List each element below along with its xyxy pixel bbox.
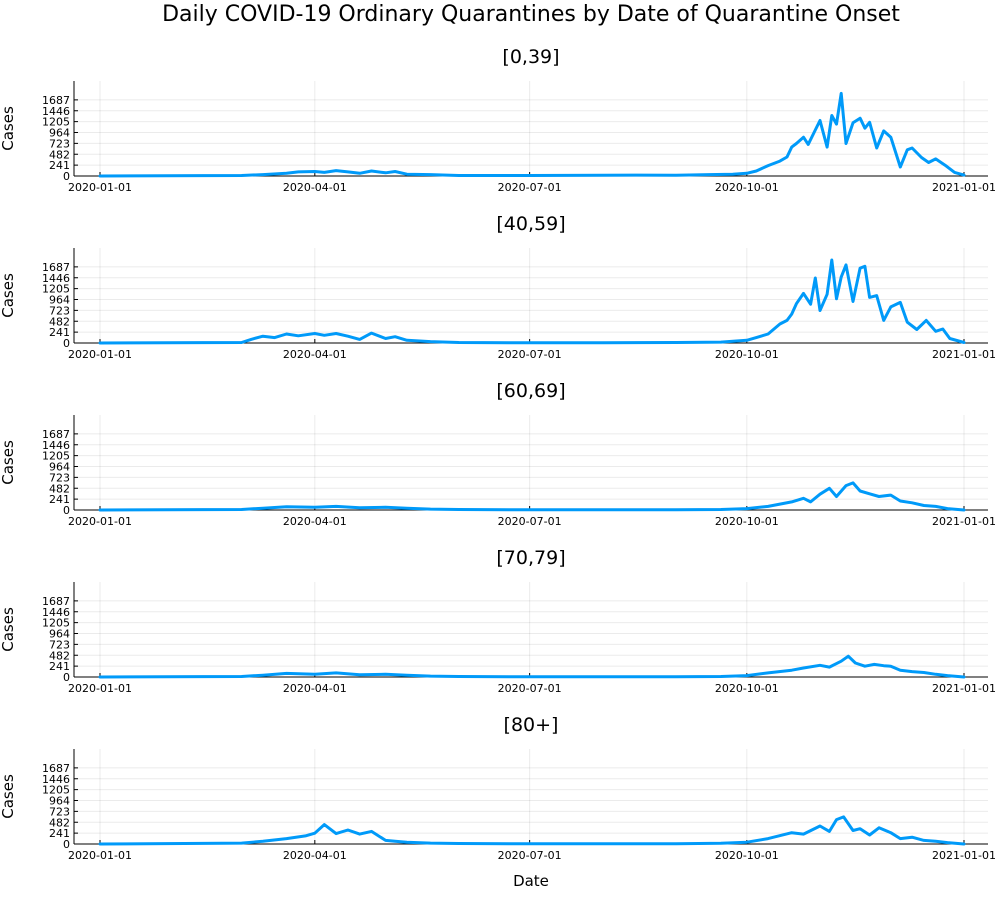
x-tick-label: 2021-01-01 (932, 682, 996, 695)
x-tick-label: 2021-01-01 (932, 515, 996, 528)
y-axis-label: Cases (0, 774, 17, 819)
x-tick-label: 2020-10-01 (715, 849, 779, 862)
x-tick-label: 2020-07-01 (498, 181, 562, 194)
panels-container: [0,39]02414827239641205144616872020-01-0… (0, 46, 996, 862)
x-tick-label: 2021-01-01 (932, 181, 996, 194)
y-tick-label: 1446 (42, 105, 70, 118)
y-tick-label: 1687 (42, 261, 70, 274)
y-tick-label: 964 (49, 294, 70, 307)
x-tick-label: 2020-04-01 (283, 348, 347, 361)
y-tick-label: 1687 (42, 94, 70, 107)
y-tick-label: 241 (49, 493, 70, 506)
panel-title: [0,39] (502, 46, 559, 68)
y-tick-label: 1446 (42, 773, 70, 786)
y-tick-label: 723 (49, 638, 70, 651)
series-line (98, 481, 966, 512)
x-tick-label: 2020-07-01 (498, 348, 562, 361)
y-tick-label: 723 (49, 304, 70, 317)
chart-title: Daily COVID-19 Ordinary Quarantines by D… (162, 2, 900, 27)
y-tick-label: 723 (49, 471, 70, 484)
x-tick-label: 2020-01-01 (68, 348, 132, 361)
y-tick-label: 0 (63, 504, 70, 517)
y-tick-label: 0 (63, 170, 70, 183)
y-tick-label: 0 (63, 838, 70, 851)
y-tick-label: 241 (49, 827, 70, 840)
y-tick-label: 1205 (42, 450, 70, 463)
y-tick-label: 964 (49, 127, 70, 140)
y-tick-label: 482 (49, 315, 70, 328)
y-tick-label: 0 (63, 671, 70, 684)
y-tick-label: 1205 (42, 283, 70, 296)
y-tick-label: 1687 (42, 762, 70, 775)
y-tick-label: 1446 (42, 606, 70, 619)
x-tick-label: 2020-01-01 (68, 849, 132, 862)
x-tick-label: 2020-07-01 (498, 515, 562, 528)
x-tick-label: 2020-04-01 (283, 181, 347, 194)
panel-title: [80+] (504, 714, 559, 736)
y-tick-label: 482 (49, 649, 70, 662)
y-tick-label: 1205 (42, 116, 70, 129)
x-tick-label: 2021-01-01 (932, 849, 996, 862)
series-line (98, 815, 966, 846)
x-tick-label: 2021-01-01 (932, 348, 996, 361)
y-tick-label: 0 (63, 337, 70, 350)
y-axis-label: Cases (0, 106, 17, 151)
y-tick-label: 964 (49, 628, 70, 641)
x-tick-label: 2020-04-01 (283, 682, 347, 695)
x-tick-label: 2020-10-01 (715, 181, 779, 194)
y-tick-label: 482 (49, 148, 70, 161)
y-tick-label: 241 (49, 159, 70, 172)
y-tick-label: 1687 (42, 428, 70, 441)
y-tick-label: 482 (49, 816, 70, 829)
series-line (98, 654, 966, 679)
x-tick-label: 2020-10-01 (715, 348, 779, 361)
y-tick-label: 964 (49, 461, 70, 474)
y-tick-label: 482 (49, 482, 70, 495)
y-tick-label: 1446 (42, 439, 70, 452)
panel-title: [40,59] (496, 213, 565, 235)
x-tick-label: 2020-01-01 (68, 682, 132, 695)
x-tick-label: 2020-04-01 (283, 849, 347, 862)
x-axis-label: Date (513, 872, 549, 890)
y-tick-label: 1446 (42, 272, 70, 285)
y-axis-label: Cases (0, 440, 17, 485)
series-line (98, 258, 966, 345)
y-tick-label: 241 (49, 660, 70, 673)
series-line (98, 91, 966, 178)
x-tick-label: 2020-01-01 (68, 181, 132, 194)
y-tick-label: 1205 (42, 784, 70, 797)
x-tick-label: 2020-04-01 (283, 515, 347, 528)
y-tick-label: 241 (49, 326, 70, 339)
y-tick-label: 1687 (42, 595, 70, 608)
panel-title: [60,69] (496, 380, 565, 402)
y-tick-label: 964 (49, 795, 70, 808)
y-tick-label: 1205 (42, 617, 70, 630)
y-tick-label: 723 (49, 137, 70, 150)
y-axis-label: Cases (0, 607, 17, 652)
y-axis-label: Cases (0, 273, 17, 318)
y-tick-label: 723 (49, 805, 70, 818)
x-tick-label: 2020-07-01 (498, 849, 562, 862)
x-tick-label: 2020-01-01 (68, 515, 132, 528)
x-tick-label: 2020-07-01 (498, 682, 562, 695)
x-tick-label: 2020-10-01 (715, 682, 779, 695)
panel-title: [70,79] (496, 547, 565, 569)
x-tick-label: 2020-10-01 (715, 515, 779, 528)
